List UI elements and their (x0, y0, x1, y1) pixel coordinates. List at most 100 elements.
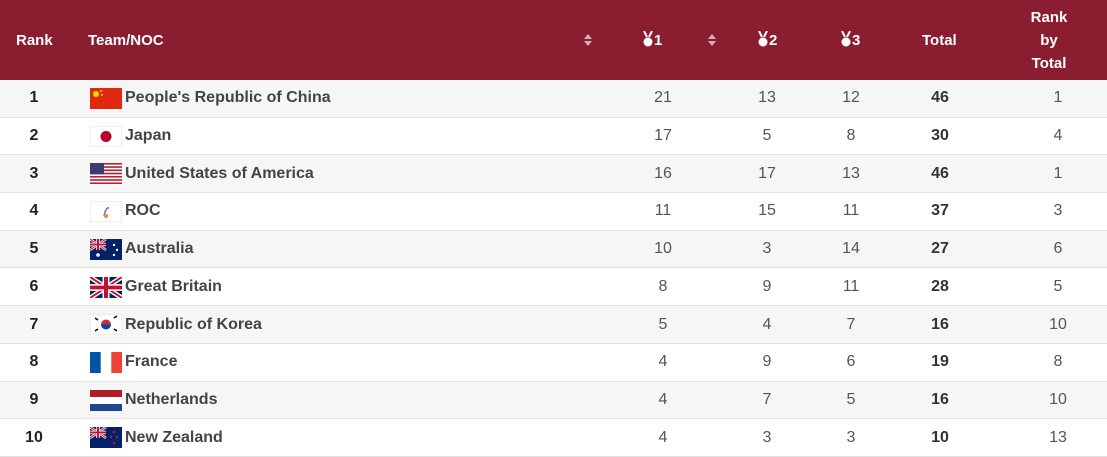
team-name: United States of America (125, 164, 314, 182)
gold: 8 (658, 277, 668, 295)
silver: 13 (758, 89, 776, 107)
bronze: 11 (842, 202, 860, 220)
header-bronze[interactable]: 3 (852, 31, 861, 49)
silver: 7 (762, 390, 772, 408)
gold: 4 (658, 428, 668, 446)
gold-medal-icon (643, 31, 653, 47)
silver: 3 (762, 240, 772, 258)
team-name: Australia (125, 240, 194, 258)
silver: 15 (758, 202, 776, 220)
rank: 7 (29, 315, 39, 333)
rank: 5 (29, 240, 39, 258)
team-name: Republic of Korea (125, 315, 262, 333)
rank-by-total: 5 (1053, 277, 1063, 295)
table-row[interactable]: 1 People's Republic of China 21 13 12 46 1 (0, 80, 1107, 118)
bronze: 6 (846, 353, 856, 371)
bronze: 3 (846, 428, 856, 446)
silver-medal-icon (758, 31, 768, 47)
bronze: 8 (846, 127, 856, 145)
table-row[interactable]: 8 France 4 9 6 19 8 (0, 343, 1107, 382)
table-row[interactable]: 10 New Zealand 4 3 3 10 13 (0, 419, 1107, 457)
gold: 17 (654, 127, 672, 145)
rank: 10 (25, 428, 43, 446)
gold: 4 (658, 353, 668, 371)
country-flag (90, 276, 122, 298)
silver: 17 (758, 164, 776, 182)
total: 30 (931, 127, 949, 145)
total: 27 (931, 240, 949, 258)
bronze: 13 (842, 164, 860, 182)
total: 46 (931, 164, 949, 182)
bronze: 14 (842, 240, 860, 258)
country-flag (90, 163, 122, 185)
bronze: 7 (846, 315, 856, 333)
rank: 9 (29, 390, 39, 408)
gold: 11 (654, 202, 672, 220)
rank-by-total: 13 (1049, 428, 1067, 446)
sort-icon[interactable] (707, 33, 717, 47)
silver: 9 (762, 353, 772, 371)
total: 16 (931, 315, 949, 333)
table-row[interactable]: 2 Japan 17 5 8 30 4 (0, 117, 1107, 156)
table-row[interactable]: 7 Republic of Korea 5 4 7 16 10 (0, 306, 1107, 344)
rank-by-total: 6 (1053, 240, 1063, 258)
total: 46 (931, 89, 949, 107)
bronze-medal-icon (841, 31, 851, 47)
silver: 9 (762, 277, 772, 295)
header-silver[interactable]: 2 (769, 31, 778, 49)
rank: 4 (29, 202, 39, 220)
rank-by-total: 8 (1053, 353, 1063, 371)
bronze: 11 (842, 277, 860, 295)
total: 19 (931, 353, 949, 371)
bronze: 5 (846, 390, 856, 408)
country-flag (90, 427, 122, 449)
silver: 4 (762, 315, 772, 333)
gold: 10 (654, 240, 672, 258)
rank-by-total: 10 (1049, 315, 1067, 333)
gold: 4 (658, 390, 668, 408)
rank-by-total: 1 (1053, 89, 1063, 107)
header-total[interactable]: Total (922, 31, 957, 49)
table-row[interactable]: 4 ROC 11 15 11 37 3 (0, 193, 1107, 231)
total: 28 (931, 277, 949, 295)
header-rank[interactable]: Rank (16, 31, 53, 49)
table-row[interactable]: 9 Netherlands 4 7 5 16 10 (0, 381, 1107, 420)
total: 37 (931, 202, 949, 220)
rank: 8 (29, 353, 39, 371)
country-flag (90, 88, 122, 109)
country-flag (90, 351, 122, 373)
team-name: People's Republic of China (125, 89, 331, 107)
country-flag (90, 314, 122, 336)
rank-by-total: 1 (1053, 164, 1063, 182)
bronze: 12 (842, 89, 860, 107)
rank: 2 (29, 127, 39, 145)
silver: 3 (762, 428, 772, 446)
table-header: Rank Team/NOC 1 2 3 Total Rank by Total (0, 0, 1107, 80)
team-name: New Zealand (125, 428, 223, 446)
gold: 5 (658, 315, 668, 333)
rank: 1 (29, 89, 39, 107)
country-flag (90, 238, 122, 260)
header-rank-by-total[interactable]: Rank by Total (1030, 8, 1068, 72)
gold: 16 (654, 164, 672, 182)
rank: 6 (29, 277, 39, 295)
rank-by-total: 10 (1049, 390, 1067, 408)
header-gold[interactable]: 1 (654, 31, 663, 49)
country-flag (90, 201, 122, 223)
team-name: Japan (125, 127, 172, 145)
gold: 21 (654, 89, 672, 107)
country-flag (90, 389, 122, 411)
total: 10 (931, 428, 949, 446)
table-row[interactable]: 3 United States of America 16 17 13 46 1 (0, 155, 1107, 194)
team-name: Great Britain (125, 277, 222, 295)
team-name: ROC (125, 202, 161, 220)
team-name: France (125, 353, 178, 371)
country-flag (90, 125, 122, 147)
table-row[interactable]: 5 Australia 10 3 14 27 6 (0, 230, 1107, 269)
rank-by-total: 4 (1053, 127, 1063, 145)
header-team[interactable]: Team/NOC (88, 31, 164, 49)
silver: 5 (762, 127, 772, 145)
sort-icon[interactable] (583, 33, 593, 47)
table-row[interactable]: 6 Great Britain 8 9 11 28 5 (0, 268, 1107, 307)
